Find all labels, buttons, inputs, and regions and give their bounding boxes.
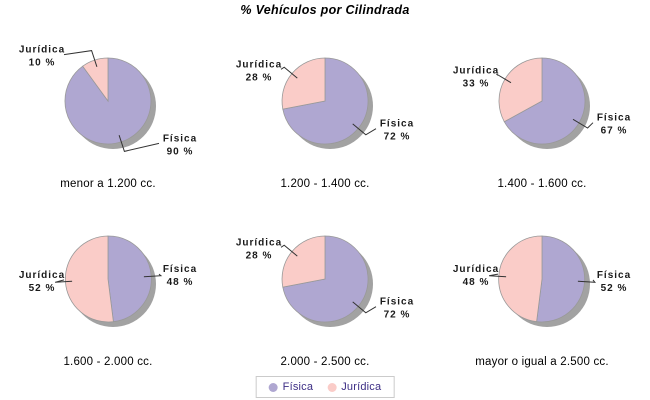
slice-percent: 10 %: [29, 58, 56, 69]
leader-line: [280, 244, 298, 257]
legend-item-fisica: Física: [268, 381, 314, 393]
pie-slice-juridica: [281, 57, 326, 110]
pie-slice-juridica: [65, 235, 114, 323]
pie-caption: mayor o igual a 2.500 cc.: [475, 356, 609, 368]
fisica-dot-icon: [268, 382, 278, 392]
slice-label: Jurídica: [19, 270, 65, 281]
pie-panel-mayor-2500: Física 52 % Jurídica 48 % mayor o igual a 2…: [434, 206, 650, 380]
slice-percent: 72 %: [384, 132, 411, 143]
slice-label: Física: [380, 119, 414, 130]
slice-percent: 28 %: [246, 250, 273, 261]
leader-line: [577, 279, 596, 283]
chart-legend: Física Jurídica: [255, 376, 395, 398]
slice-percent: 67 %: [601, 126, 628, 137]
leader-line: [489, 273, 507, 278]
slice-label: Física: [597, 113, 631, 124]
slice-percent: 28 %: [246, 72, 273, 83]
pie-chart: Física 72 % Jurídica 28 %: [236, 235, 414, 327]
pie-chart: Física 48 % Jurídica 52 %: [19, 235, 197, 327]
slice-percent: 52 %: [29, 283, 56, 294]
pie-panel-1200-1400: Física 72 % Jurídica 28 % 1.200 - 1.400 cc.: [217, 28, 433, 202]
legend-label: Física: [282, 381, 314, 393]
slice-percent: 72 %: [384, 310, 411, 321]
slice-label: Jurídica: [453, 65, 499, 76]
slice-percent: 48 %: [463, 277, 490, 288]
pie-caption: menor a 1.200 cc.: [60, 178, 156, 190]
pie-slice-juridica: [281, 235, 326, 288]
leader-line: [352, 123, 377, 136]
pie-chart: Física 90 % Jurídica 10 %: [19, 45, 197, 158]
leader-line: [63, 50, 98, 67]
pie-panel-menor-1200: Física 90 % Jurídica 10 % menor a 1.200 cc.: [0, 28, 216, 202]
slice-percent: 48 %: [167, 277, 194, 288]
pie-panel-1400-1600: Física 67 % Jurídica 33 % 1.400 - 1.600 cc.: [434, 28, 650, 202]
chart-title: % Vehículos por Cilindrada: [240, 3, 410, 17]
slice-label: Jurídica: [453, 264, 499, 275]
slice-percent: 52 %: [601, 283, 628, 294]
pie-chart: Física 72 % Jurídica 28 %: [236, 57, 414, 149]
slice-label: Física: [163, 133, 197, 144]
slice-label: Jurídica: [236, 59, 282, 70]
leader-line: [118, 135, 160, 152]
leader-line: [496, 73, 512, 84]
leader-line: [352, 301, 377, 314]
legend-label: Jurídica: [341, 381, 382, 393]
slice-percent: 90 %: [167, 146, 194, 157]
slice-label: Física: [597, 270, 631, 281]
pie-caption: 1.400 - 1.600 cc.: [497, 178, 587, 190]
pie-chart: Física 67 % Jurídica 33 %: [453, 57, 631, 149]
pie-chart: Física 52 % Jurídica 48 %: [453, 235, 631, 327]
slice-label: Física: [380, 297, 414, 308]
pie-slice-juridica: [498, 235, 543, 323]
slice-label: Física: [163, 264, 197, 275]
leader-line: [143, 273, 163, 278]
pie-caption: 2.000 - 2.500 cc.: [280, 356, 370, 368]
juridica-dot-icon: [327, 382, 337, 392]
slice-label: Jurídica: [236, 237, 282, 248]
legend-item-juridica: Jurídica: [327, 381, 381, 393]
slice-percent: 33 %: [463, 78, 490, 89]
slice-label: Jurídica: [19, 45, 65, 56]
pie-panel-2000-2500: Física 72 % Jurídica 28 % 2.000 - 2.500 cc.: [217, 206, 433, 380]
leader-line: [280, 66, 298, 79]
pie-caption: 1.200 - 1.400 cc.: [280, 178, 370, 190]
pie-panel-1600-2000: Física 48 % Jurídica 52 % 1.600 - 2.000 cc.: [0, 206, 216, 380]
leader-line: [54, 279, 73, 283]
leader-line: [572, 118, 594, 129]
pie-caption: 1.600 - 2.000 cc.: [63, 356, 153, 368]
